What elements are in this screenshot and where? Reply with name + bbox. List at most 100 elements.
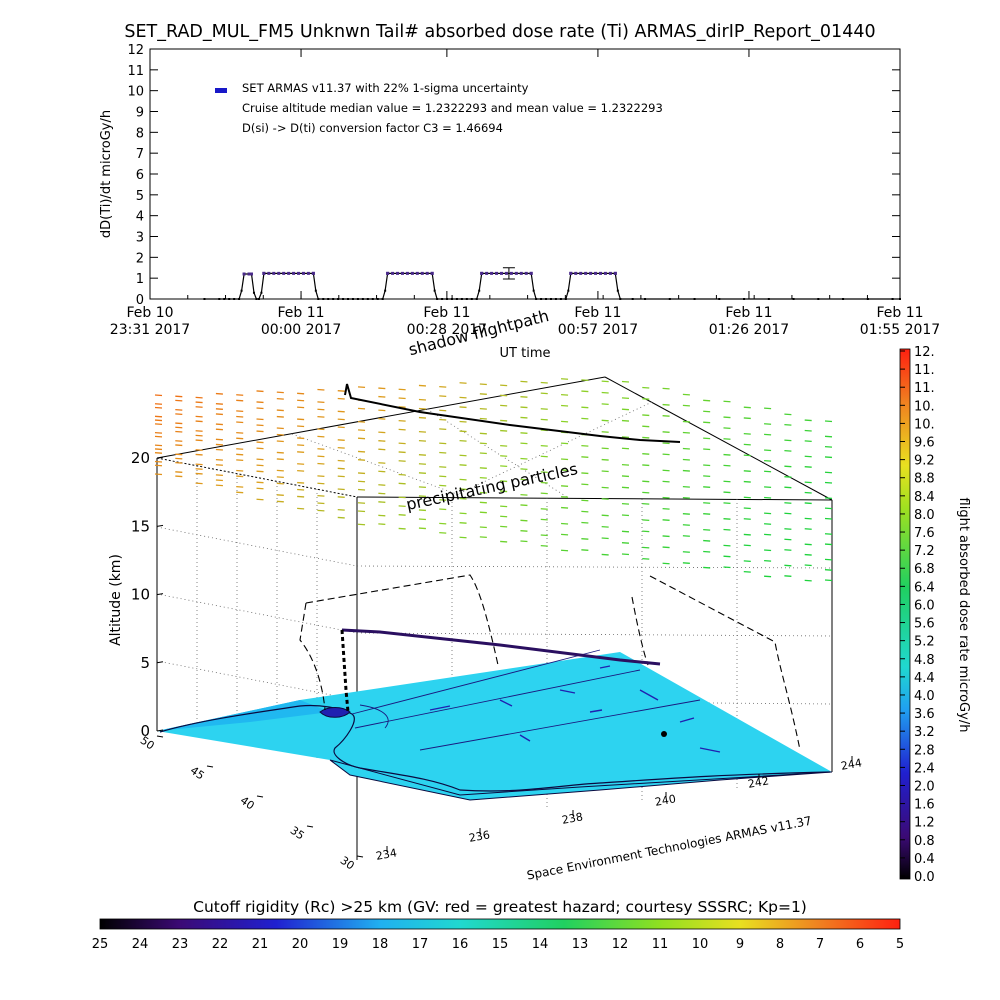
x-tick-day: Feb 11 xyxy=(574,305,621,321)
particle-dash xyxy=(723,518,731,520)
x-tick-day: Feb 11 xyxy=(876,305,923,321)
particle-dash xyxy=(439,508,447,511)
particle-dash xyxy=(195,396,203,399)
particle-dash xyxy=(703,464,711,467)
data-point xyxy=(311,271,315,275)
data-point xyxy=(475,298,478,300)
particle-dash xyxy=(723,464,731,467)
data-point xyxy=(347,298,350,300)
rigidity-colorbar-tick-label: 9 xyxy=(736,937,744,952)
particle-dash xyxy=(784,423,792,426)
particle-dash xyxy=(479,501,487,504)
particle-dash xyxy=(297,425,305,428)
particle-dash xyxy=(337,475,345,478)
particle-dash xyxy=(256,481,264,484)
particle-dash xyxy=(561,404,569,407)
particle-dash xyxy=(337,508,345,511)
particle-dash xyxy=(784,450,792,452)
data-point xyxy=(371,298,374,300)
particle-dash xyxy=(642,557,650,560)
x-tick-time: 00:00 2017 xyxy=(261,322,341,338)
particle-dash xyxy=(459,536,467,539)
particle-dash xyxy=(418,509,426,512)
particle-dash xyxy=(723,555,731,558)
particle-dash xyxy=(378,462,386,464)
particle-dash xyxy=(357,420,366,423)
particle-dash xyxy=(703,486,711,488)
particle-dash xyxy=(500,404,508,407)
particle-dash xyxy=(784,476,792,478)
particle-dash xyxy=(824,517,833,520)
rigidity-colorbar-tick-label: 16 xyxy=(452,937,469,952)
particle-dash xyxy=(317,455,325,458)
particle-dash xyxy=(784,528,792,530)
data-point xyxy=(327,298,330,300)
particle-dash xyxy=(337,516,345,519)
particle-dash xyxy=(520,416,528,419)
particle-dash xyxy=(195,430,203,432)
particle-dash xyxy=(256,487,264,490)
particle-dash xyxy=(276,440,284,443)
altitude-tick-mark xyxy=(156,661,164,664)
particle-dash xyxy=(621,475,630,478)
particle-dash xyxy=(459,512,467,515)
particle-dash xyxy=(561,506,569,509)
particle-dash xyxy=(256,464,264,467)
particle-dash xyxy=(398,397,406,400)
data-point xyxy=(297,271,301,275)
x-tick-time: 00:57 2017 xyxy=(558,322,638,338)
particle-dash xyxy=(195,482,203,485)
data-point xyxy=(693,298,696,300)
particle-dash xyxy=(297,469,305,472)
dose-colorbar-tick-label: 2.8 xyxy=(914,743,935,758)
particle-dash xyxy=(154,435,163,438)
rigidity-colorbar-fill xyxy=(99,918,901,930)
particle-dash xyxy=(662,415,670,417)
particle-dash xyxy=(337,439,345,441)
altitude-tick-label: 0 xyxy=(140,722,150,740)
particle-dash xyxy=(439,499,447,501)
particle-dash xyxy=(743,507,751,510)
longitude-ticks: 234 236 238 240 242 244 xyxy=(375,756,863,863)
x-tick-day: Feb 11 xyxy=(278,305,325,321)
data-point xyxy=(899,298,901,300)
data-point xyxy=(425,271,429,275)
particle-dash xyxy=(378,492,386,495)
particle-dash xyxy=(418,518,426,521)
altitude-tick-mark xyxy=(156,729,164,732)
particle-dash xyxy=(398,496,406,499)
particle-dash xyxy=(418,384,426,387)
y-tick-label: 7 xyxy=(136,147,144,162)
particle-dash xyxy=(236,448,244,450)
particle-dash xyxy=(764,486,772,489)
rigidity-colorbar-label: Cutoff rigidity (Rc) >25 km (GV: red = g… xyxy=(193,898,807,916)
y-tick-label: 5 xyxy=(136,189,144,204)
rigidity-colorbar-tick-label: 14 xyxy=(532,937,549,952)
dose-colorbar-tick-label: 3.2 xyxy=(914,725,935,740)
data-point xyxy=(433,289,436,292)
particle-dash xyxy=(154,464,163,467)
particle-dash xyxy=(540,381,548,384)
particle-dash xyxy=(175,408,183,411)
particle-dash xyxy=(540,518,548,521)
particle-dash xyxy=(784,575,792,577)
particle-dash xyxy=(500,480,508,483)
legend-median-note: Cruise altitude median value = 1.2322293… xyxy=(242,101,663,115)
data-point xyxy=(524,271,528,275)
rigidity-colorbar-tick-label: 25 xyxy=(92,937,109,952)
particle-dash xyxy=(357,407,366,410)
particle-dash xyxy=(662,562,670,565)
data-point xyxy=(891,298,894,300)
particle-dash xyxy=(540,481,548,484)
data-point xyxy=(376,298,379,300)
particle-dash xyxy=(479,407,487,410)
particle-dash xyxy=(317,502,325,505)
data-point xyxy=(603,271,607,275)
data-point xyxy=(436,298,439,300)
data-point xyxy=(535,298,538,300)
particle-dash xyxy=(642,519,650,522)
particle-dash xyxy=(154,419,163,422)
particle-dash xyxy=(378,387,386,390)
particle-dash xyxy=(682,404,690,407)
